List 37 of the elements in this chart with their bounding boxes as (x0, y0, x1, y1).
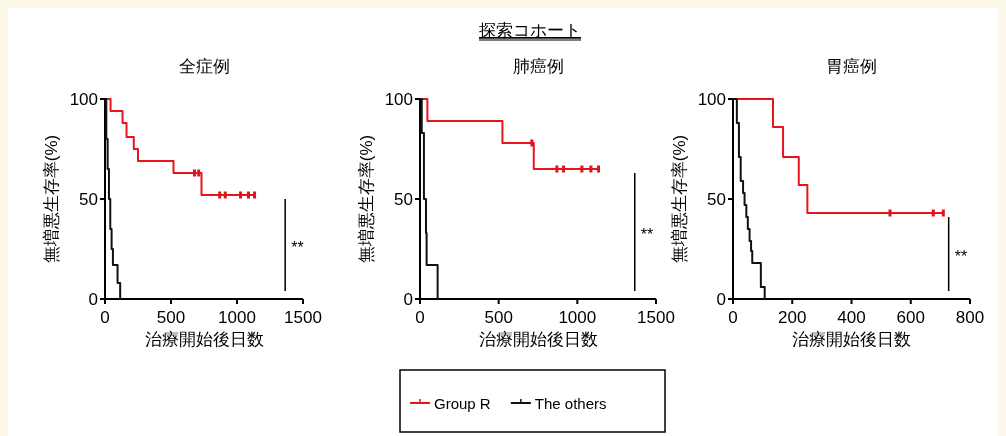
y-axis-title: 無増悪生存率(%) (357, 134, 376, 264)
chart-title: 肺癌例 (512, 57, 564, 76)
x-tick-label: 1000 (558, 308, 597, 327)
annotation: ** (954, 248, 968, 265)
x-tick-label: 1000 (218, 308, 256, 327)
annotation: ** (291, 239, 304, 256)
legend-label: Group R (434, 395, 491, 412)
x-tick-label: 1500 (284, 308, 322, 327)
y-tick-label: 100 (697, 90, 726, 109)
y-axis-title: 無増悪生存率(%) (670, 134, 689, 264)
x-tick-label: 0 (728, 308, 738, 327)
y-tick-label: 50 (707, 190, 726, 209)
x-tick-label: 800 (955, 308, 985, 327)
text: 探索コホート (479, 21, 581, 40)
x-tick-label: 500 (156, 308, 186, 327)
y-tick-label: 100 (384, 90, 413, 109)
x-tick-label: 200 (778, 308, 807, 327)
x-tick-label: 500 (484, 308, 513, 327)
x-axis-title: 治療開始後日数 (792, 330, 911, 349)
y-tick-label: 50 (394, 190, 413, 209)
x-axis-title: 治療開始後日数 (478, 330, 598, 349)
legend-label: The others (534, 395, 607, 412)
x-tick-label: 0 (100, 308, 110, 327)
annotation: ** (640, 226, 654, 243)
y-tick-label: 0 (88, 290, 98, 309)
y-tick-label: 0 (403, 290, 413, 309)
chart-title: 胃癌例 (826, 57, 877, 76)
y-tick-label: 100 (69, 90, 98, 109)
x-tick-label: 0 (415, 308, 425, 327)
y-axis-title: 無増悪生存率(%) (42, 134, 61, 264)
chart-title: 全症例 (178, 57, 230, 76)
x-axis-title: 治療開始後日数 (144, 330, 264, 349)
y-tick-label: 50 (79, 190, 98, 209)
x-tick-label: 600 (896, 308, 925, 327)
x-tick-label: 1500 (637, 308, 675, 327)
y-tick-label: 0 (716, 290, 726, 309)
x-tick-label: 400 (837, 308, 866, 327)
